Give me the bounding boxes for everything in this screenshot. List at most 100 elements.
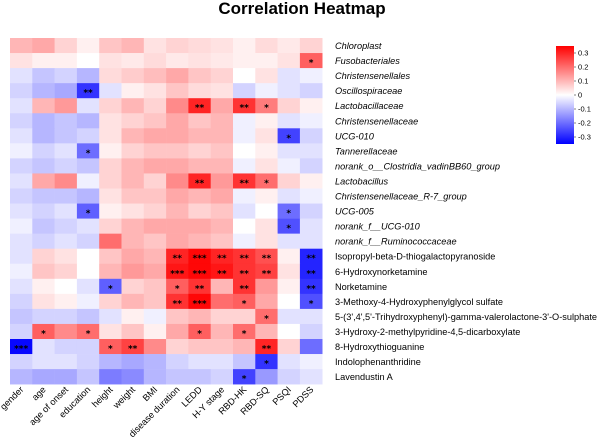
heatmap-cell	[99, 158, 122, 174]
heatmap-cell	[121, 278, 145, 295]
colorbar-tick-label: -0.1	[578, 105, 591, 114]
heatmap-cell	[188, 68, 211, 84]
heatmap-cell	[10, 218, 33, 234]
heatmap-cell	[233, 354, 256, 370]
heatmap-cell	[188, 248, 211, 265]
row-label: Christensenellaceae	[335, 116, 418, 126]
heatmap-cell	[121, 354, 145, 370]
heatmap-cell	[76, 263, 100, 280]
heatmap-cell	[76, 203, 100, 219]
significance-star: *	[309, 299, 314, 309]
heatmap-cell	[54, 113, 78, 129]
heatmap-cell	[188, 263, 211, 280]
heatmap-cell	[76, 173, 100, 189]
heatmap-cell	[255, 143, 278, 159]
heatmap-cell	[166, 218, 189, 234]
heatmap-cell	[121, 339, 145, 355]
heatmap-cell	[10, 263, 33, 280]
heatmap-cell	[143, 38, 167, 54]
heatmap-cell	[255, 38, 278, 54]
heatmap-cell	[277, 218, 301, 234]
heatmap-cell	[99, 354, 122, 370]
heatmap-cell	[143, 188, 167, 204]
heatmap-cell	[99, 38, 122, 54]
heatmap-cell	[277, 188, 301, 204]
heatmap-cell	[10, 203, 33, 219]
heatmap-cell	[166, 323, 189, 340]
heatmap-cell	[188, 158, 211, 174]
heatmap-cell	[255, 263, 278, 280]
heatmap-cell	[299, 173, 323, 189]
heatmap-cell	[143, 323, 167, 340]
significance-star: *	[41, 329, 46, 339]
heatmap-cell	[233, 248, 256, 265]
heatmap-cell	[32, 128, 55, 144]
heatmap-cell	[210, 188, 234, 204]
heatmap-cell	[54, 248, 78, 265]
heatmap-cell	[233, 128, 256, 144]
heatmap-cell	[54, 128, 78, 144]
significance-star: **	[195, 284, 205, 294]
chart-title: Correlation Heatmap	[218, 0, 385, 18]
heatmap-cell	[10, 354, 33, 370]
colorbar-tick-label: -0.2	[578, 119, 591, 128]
heatmap-cell	[143, 369, 167, 385]
heatmap-cell	[188, 203, 211, 219]
heatmap-cell	[99, 233, 122, 249]
heatmap-cell	[99, 98, 122, 114]
heatmap-cell	[277, 233, 301, 249]
heatmap-cell	[299, 188, 323, 204]
heatmap-cell	[10, 293, 33, 310]
heatmap-cell	[166, 203, 189, 219]
heatmap-cell	[99, 113, 122, 129]
heatmap-cell	[233, 188, 256, 204]
row-label: 5-(3',4',5'-Trihydroxyphenyl)-gamma-vale…	[335, 312, 597, 322]
heatmap-cell	[166, 188, 189, 204]
heatmap-cell	[255, 369, 278, 385]
row-label: Isopropyl-beta-D-thiogalactopyranoside	[335, 252, 495, 262]
heatmap-cell	[54, 158, 78, 174]
heatmap-cell	[99, 188, 122, 204]
heatmap-cell	[188, 188, 211, 204]
heatmap-cell	[121, 68, 145, 84]
significance-star: **	[262, 345, 272, 355]
significance-star: *	[242, 375, 247, 385]
heatmap-cell	[99, 128, 122, 144]
significance-star: **	[173, 299, 183, 309]
heatmap-cell	[166, 128, 189, 144]
heatmap-cell	[255, 98, 278, 114]
heatmap-cell	[121, 233, 145, 249]
heatmap-cell	[277, 113, 301, 129]
heatmap-cell	[210, 248, 234, 265]
heatmap-cell	[210, 233, 234, 249]
heatmap-cell	[143, 203, 167, 219]
heatmap-cell	[166, 83, 189, 99]
colorbar-tick-label: -0.3	[578, 133, 591, 142]
heatmap-cell	[188, 143, 211, 159]
significance-star: **	[239, 254, 249, 264]
row-label: UCG-010	[335, 131, 375, 141]
heatmap-cell	[210, 68, 234, 84]
heatmap-cell	[121, 53, 145, 69]
heatmap-cell	[299, 218, 323, 234]
row-label: Lactobacillus	[335, 176, 389, 186]
heatmap-cell	[54, 83, 78, 99]
heatmap-cell	[188, 128, 211, 144]
heatmap-cell	[166, 339, 189, 355]
row-label: Fusobacteriales	[335, 56, 400, 66]
heatmap-cell	[143, 248, 167, 265]
heatmap-cell	[54, 293, 78, 310]
significance-star: ***	[192, 299, 206, 309]
heatmap-cell	[277, 128, 301, 144]
column-label: PDSS	[291, 384, 316, 409]
heatmap-cell	[76, 354, 100, 370]
heatmap-cell	[10, 113, 33, 129]
significance-star: **	[195, 179, 205, 189]
row-label: Lactobacillaceae	[335, 101, 403, 111]
colorbar-tick-label: 0.3	[578, 49, 588, 58]
heatmap-cell	[143, 233, 167, 249]
heatmap-cell	[121, 173, 145, 189]
heatmap-cell	[210, 128, 234, 144]
heatmap-cell	[121, 128, 145, 144]
